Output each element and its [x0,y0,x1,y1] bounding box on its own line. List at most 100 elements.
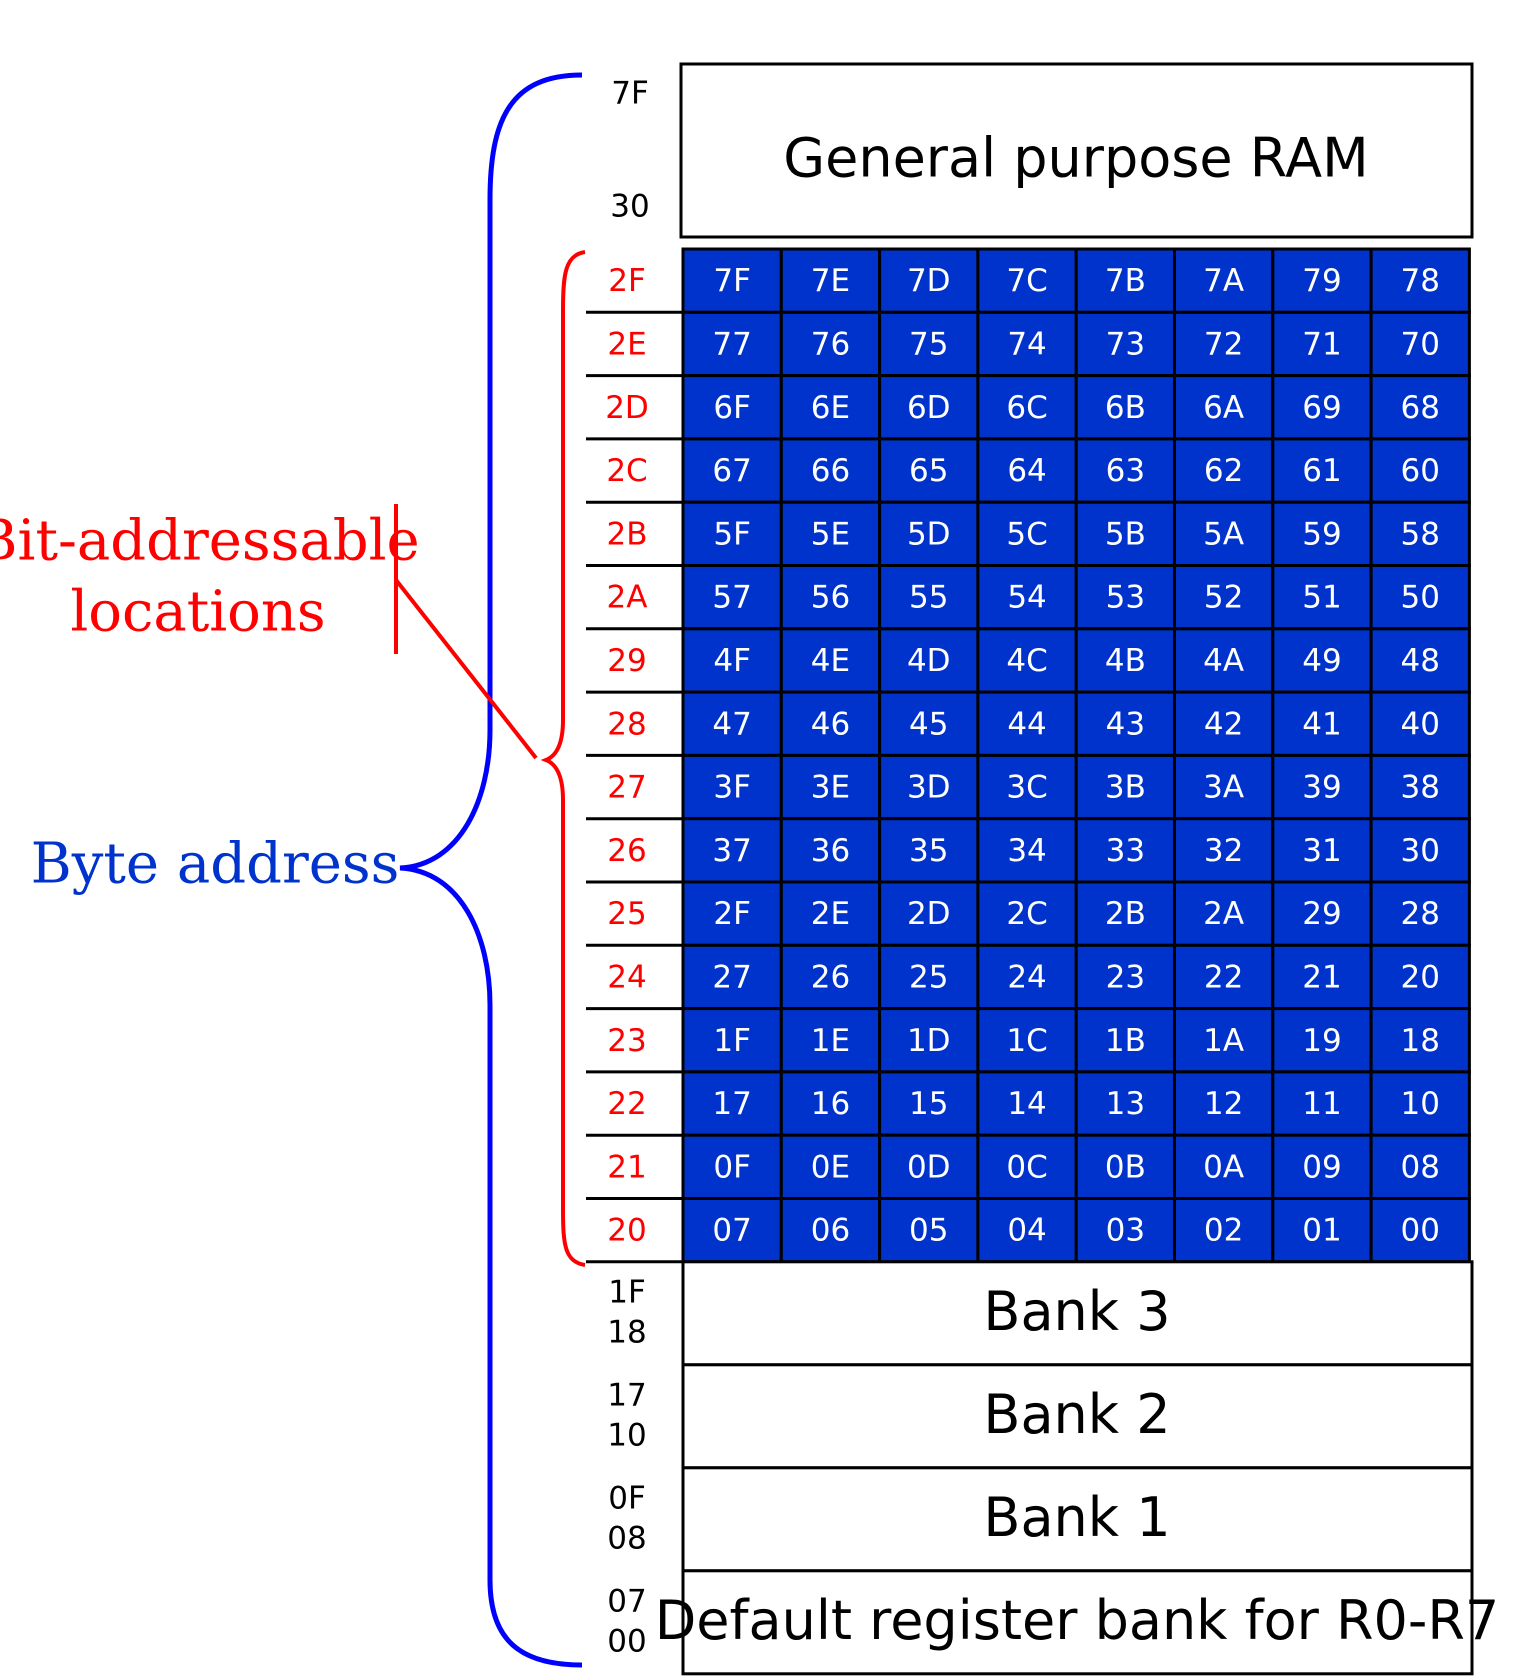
bit-cell-label: 54 [1007,580,1046,616]
bit-cell [1271,374,1373,441]
bit-cell [878,500,980,568]
bit-cell [681,310,783,378]
bit-cell-label: 3F [713,770,751,806]
bit-cell [1173,880,1275,947]
bit-cell [1173,753,1275,821]
bit-cell-label: 0E [811,1149,850,1185]
bank-box [681,1260,1474,1367]
bit-row-address: 28 [607,706,646,742]
bit-cell-label: 61 [1302,453,1341,489]
bank-addr-top: 0F [608,1480,646,1516]
bit-cell [1173,1007,1275,1074]
bit-cell-label: 13 [1106,1086,1145,1122]
bank-addr-bottom: 08 [607,1520,646,1556]
bit-row-address: 2A [607,580,648,616]
bit-cell [779,374,882,441]
bit-row-address: 2D [605,390,649,426]
bit-cell-label: 25 [909,959,948,995]
bit-cell-label: 14 [1007,1086,1046,1122]
bit-cell-label: 75 [909,326,948,362]
bit-cell [1271,690,1373,757]
bit-row-address: 27 [607,770,646,806]
bit-cell-label: 7A [1203,263,1244,299]
bit-cell-label: 0C [1006,1149,1047,1185]
bit-cell-label: 21 [1302,959,1341,995]
bit-cell-label: 20 [1401,959,1440,995]
bit-cell-label: 43 [1106,706,1145,742]
bit-cell [1074,627,1176,694]
bit-cell [779,880,882,947]
bit-cell [1369,690,1471,757]
bit-cell-label: 6F [713,390,751,426]
bit-cell-label: 66 [811,453,850,489]
bit-cell-label: 1A [1203,1023,1244,1059]
bit-cell [1173,247,1275,314]
bit-cell-label: 34 [1007,833,1046,869]
bit-cell [681,753,783,821]
bit-row-address: 23 [607,1023,646,1059]
bit-addressable-pointer [394,578,538,760]
bit-cell-label: 4D [907,643,951,679]
bit-cell-label: 2F [713,896,751,932]
bit-cell-label: 0B [1105,1149,1146,1185]
bit-cell-label: 77 [712,326,751,362]
bank-addr-top: 17 [607,1377,646,1413]
bit-cell-label: 28 [1401,896,1440,932]
bit-cell-label: 47 [712,706,751,742]
bit-cell [976,817,1078,884]
bit-cell-label: 01 [1302,1213,1341,1249]
bit-cell-label: 63 [1106,453,1145,489]
bit-cell [681,817,783,884]
byte-address-brace [399,72,583,1668]
bit-cell-label: 11 [1302,1086,1341,1122]
bit-cell-label: 70 [1401,326,1440,362]
bit-cell-label: 0A [1203,1149,1244,1185]
bit-cell [681,880,783,947]
bit-cell [1369,880,1471,947]
bit-row-address: 20 [607,1213,646,1249]
bit-row-address: 26 [607,833,646,869]
bit-cell-label: 64 [1007,453,1046,489]
bit-cell [1271,1133,1373,1200]
bit-cell-label: 27 [712,959,751,995]
bank-addr-bottom: 00 [607,1623,646,1659]
bit-cell-label: 1E [811,1023,850,1059]
bit-cell-label: 05 [909,1213,948,1249]
bit-addressable-grid: 2F 7F 7E 7D 7C 7B 7A 79 78 2E 77 76 75 74 73 72 71 70 2D 6F… [586,247,1471,1264]
bit-cell-label: 36 [811,833,850,869]
bit-cell-label: 51 [1302,580,1341,616]
bit-cell [878,1197,980,1264]
bit-cell-label: 07 [712,1213,751,1249]
bit-cell-label: 4C [1006,643,1047,679]
bit-cell-label: 41 [1302,706,1341,742]
bit-cell [1271,500,1373,568]
bit-row-address: 22 [607,1086,646,1122]
bit-cell-label: 3E [811,770,850,806]
bank-box [681,1363,1474,1470]
bit-cell-label: 15 [909,1086,948,1122]
bit-cell-label: 04 [1007,1213,1046,1249]
bit-addressable-label-line1: Bit-addressable [0,509,420,574]
bit-cell [976,310,1078,378]
bit-cell [1369,310,1471,378]
general-ram-label: General purpose RAM [783,127,1368,190]
bit-cell [681,437,783,504]
bit-cell-label: 45 [909,706,948,742]
bit-row-address: 2C [606,453,647,489]
bit-cell [878,943,980,1011]
bit-row-address: 29 [607,643,646,679]
bit-cell-label: 22 [1204,959,1243,995]
bank-addr-bottom: 18 [607,1314,646,1350]
bit-cell [878,310,980,378]
bit-cell-label: 44 [1007,706,1046,742]
bit-cell [1074,1197,1176,1264]
bit-cell [1369,943,1471,1011]
bit-cell-label: 6B [1105,390,1146,426]
bit-cell-label: 55 [909,580,948,616]
bit-cell-label: 68 [1401,390,1440,426]
bit-cell-label: 1B [1105,1023,1146,1059]
bit-cell-label: 7E [811,263,850,299]
bit-cell-label: 6D [907,390,951,426]
bit-cell-label: 40 [1401,706,1440,742]
bit-cell [1173,310,1275,378]
